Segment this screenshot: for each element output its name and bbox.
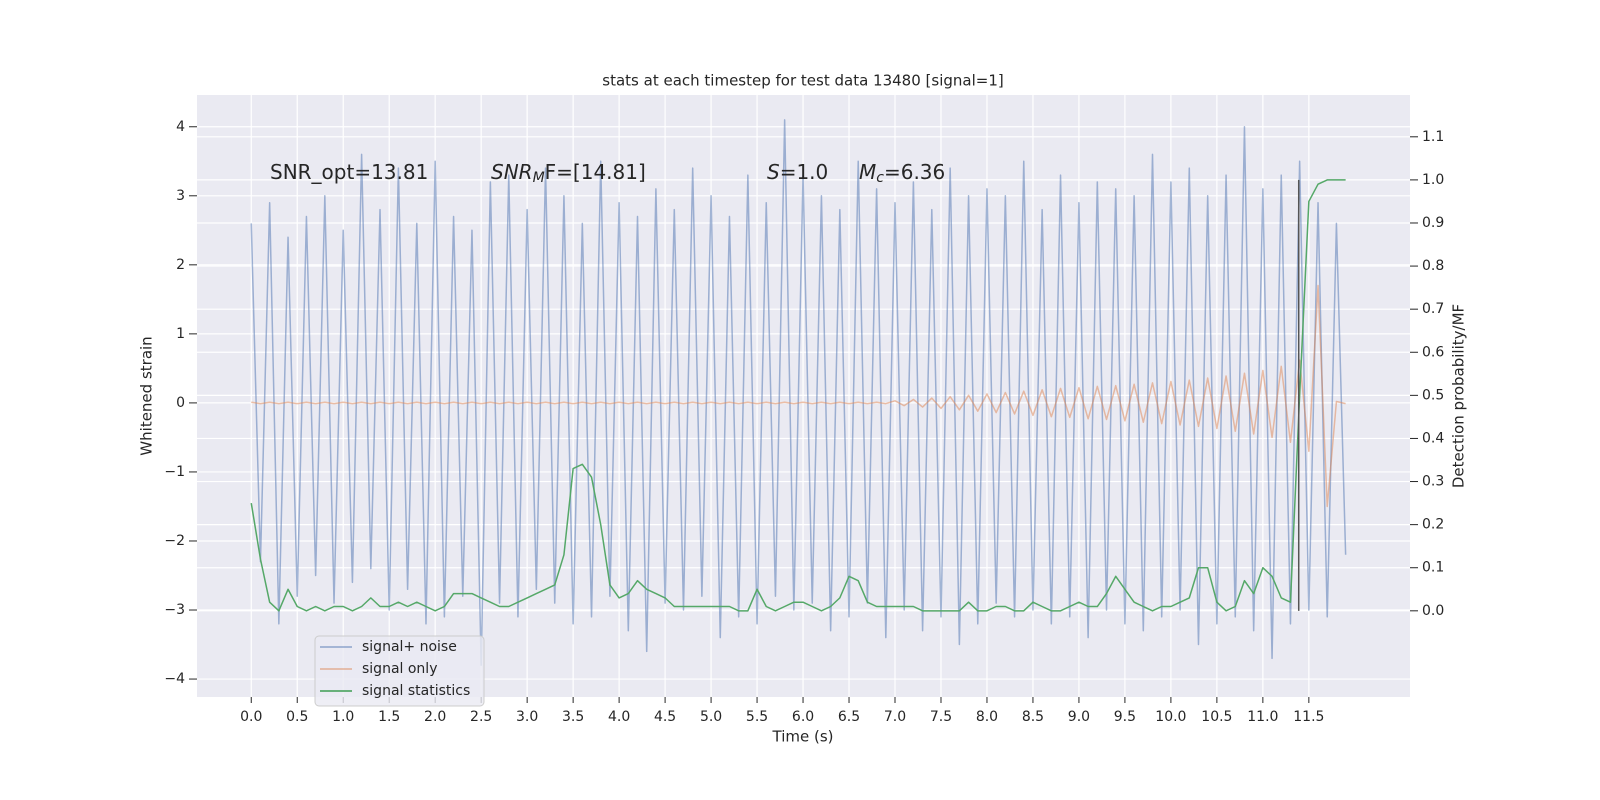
y-axis-label: Whitened strain (138, 336, 156, 455)
x-tick-label: 6.0 (792, 709, 814, 725)
annotation: Mc=6.36 (859, 160, 945, 187)
annotation: S=1.0 (767, 160, 828, 184)
x-tick-label: 9.5 (1114, 709, 1136, 725)
series-line (250, 179, 1346, 612)
y-tick-label: 2 (176, 257, 185, 273)
x-tick-label: 1.5 (378, 709, 400, 725)
annotation: SNR_opt=13.81 (270, 160, 428, 184)
y2-axis-label: Detection probability/MF (1450, 304, 1468, 488)
x-tick-label: 5.0 (700, 709, 722, 725)
legend-label: signal only (362, 661, 437, 677)
y-tick-label: 3 (176, 188, 185, 204)
annotation-part: =6.36 (884, 160, 945, 184)
y-tick-label: 1 (176, 326, 185, 342)
x-tick-label: 4.5 (654, 709, 676, 725)
x-tick-label: 7.5 (930, 709, 952, 725)
x-tick-label: 8.0 (976, 709, 998, 725)
x-tick-label: 4.0 (608, 709, 630, 725)
x-tick-label: 0.0 (240, 709, 262, 725)
y-tick-label: 0 (176, 395, 185, 411)
x-tick-label: 10.0 (1155, 709, 1186, 725)
annotation: SNRMF=[14.81] (491, 160, 646, 187)
annotation-part: S (767, 160, 780, 184)
x-axis-label: Time (s) (772, 728, 834, 746)
y2-tick-label: 0.7 (1422, 301, 1444, 317)
x-tick-label: 2.0 (424, 709, 446, 725)
legend-label: signal+ noise (362, 639, 457, 655)
annotation-part: c (876, 170, 884, 186)
x-tick-label: 2.5 (470, 709, 492, 725)
series-line (250, 119, 1347, 666)
legend-label: signal statistics (362, 683, 470, 699)
x-tick-label: 1.0 (332, 709, 354, 725)
legend-box (314, 635, 485, 707)
annotation-part: SNR_opt=13.81 (270, 160, 428, 184)
x-tick-label: 5.5 (746, 709, 768, 725)
annotation-part: M (533, 170, 545, 186)
y2-tick-label: 0.5 (1422, 387, 1444, 403)
x-tick-label: 9.0 (1068, 709, 1090, 725)
y2-tick-label: 0.0 (1422, 603, 1444, 619)
y2-tick-label: 1.1 (1422, 129, 1444, 145)
y2-tick-label: 0.4 (1422, 430, 1444, 446)
x-tick-label: 11.5 (1293, 709, 1324, 725)
y2-tick-label: 0.3 (1422, 474, 1444, 490)
x-tick-label: 6.5 (838, 709, 860, 725)
y2-tick-label: 0.1 (1422, 560, 1444, 576)
annotation-part: SNR (491, 160, 533, 184)
y-tick-label: −1 (164, 464, 185, 480)
y-tick-label: −3 (164, 602, 185, 618)
y2-tick-label: 0.9 (1422, 215, 1444, 231)
x-tick-label: 10.5 (1201, 709, 1232, 725)
x-tick-label: 3.5 (562, 709, 584, 725)
chart-title: stats at each timestep for test data 134… (602, 72, 1003, 90)
x-tick-label: 0.5 (286, 709, 308, 725)
x-tick-label: 11.0 (1247, 709, 1278, 725)
y2-tick-label: 0.8 (1422, 258, 1444, 274)
annotation-part: =1.0 (780, 160, 829, 184)
y-tick-label: −2 (164, 533, 185, 549)
series-line (251, 284, 1346, 508)
x-tick-label: 8.5 (1022, 709, 1044, 725)
y2-tick-label: 0.2 (1422, 517, 1444, 533)
y2-tick-label: 0.6 (1422, 344, 1444, 360)
y-tick-label: −4 (164, 671, 185, 687)
x-tick-label: 3.0 (516, 709, 538, 725)
annotation-part: M (859, 160, 876, 184)
y-tick-label: 4 (176, 119, 185, 135)
annotation-part: F=[14.81] (545, 160, 646, 184)
y2-tick-label: 1.0 (1422, 172, 1444, 188)
x-tick-label: 7.0 (884, 709, 906, 725)
